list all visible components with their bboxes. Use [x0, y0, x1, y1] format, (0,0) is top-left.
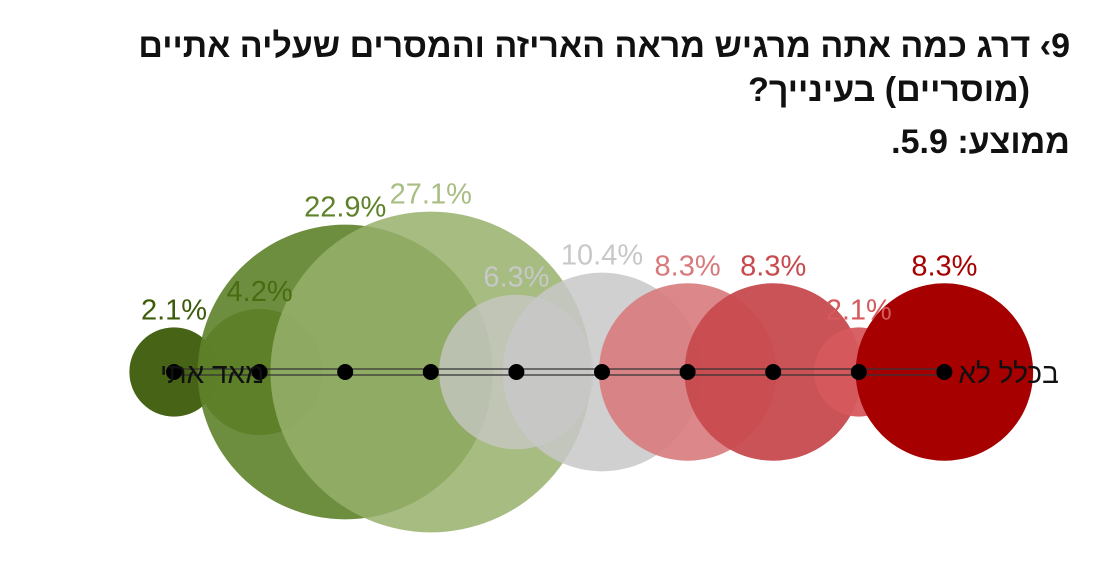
scale-point-6 — [594, 364, 610, 380]
value-label-7: 8.3% — [655, 250, 721, 282]
scale-point-4 — [422, 364, 439, 380]
scale-point-7 — [679, 364, 696, 380]
value-label-5: 6.3% — [483, 262, 549, 294]
value-label-2: 4.2% — [227, 276, 293, 308]
scale-point-10 — [936, 364, 953, 380]
question-title: 9› דרג כמה אתה מרגיש מראה האריזה והמסרים… — [50, 24, 1070, 112]
scale-point-5 — [508, 364, 525, 380]
scale-point-9 — [850, 364, 867, 380]
value-label-1: 2.1% — [141, 294, 207, 326]
question-title-line1: 9› דרג כמה אתה מרגיש מראה האריזה והמסרים… — [138, 27, 1070, 65]
value-labels-layer: 2.1% 4.2% 22.9% 27.1% 6.3% 10.4% 8.3% 8.3% 2.1% 8… — [141, 179, 1059, 389]
value-label-10: 8.3% — [911, 250, 977, 282]
scale-point-2 — [251, 364, 268, 380]
value-label-6: 10.4% — [561, 240, 643, 272]
value-label-9: 2.1% — [826, 294, 892, 326]
scale-point-1 — [166, 364, 182, 380]
average-label: ממוצע: 5.9. — [891, 123, 1070, 161]
scale-point-3 — [337, 364, 354, 380]
right-end-label: בכלל לא — [958, 358, 1058, 389]
scale-axis — [166, 364, 953, 380]
value-label-4: 27.1% — [390, 179, 472, 211]
left-end-label: מאד אתי — [160, 358, 264, 389]
value-label-3: 22.9% — [304, 192, 386, 224]
scale-point-8 — [765, 364, 782, 380]
value-label-8: 8.3% — [740, 250, 806, 282]
question-title-line2: (מוסריים) בעינייך? — [748, 71, 1030, 109]
